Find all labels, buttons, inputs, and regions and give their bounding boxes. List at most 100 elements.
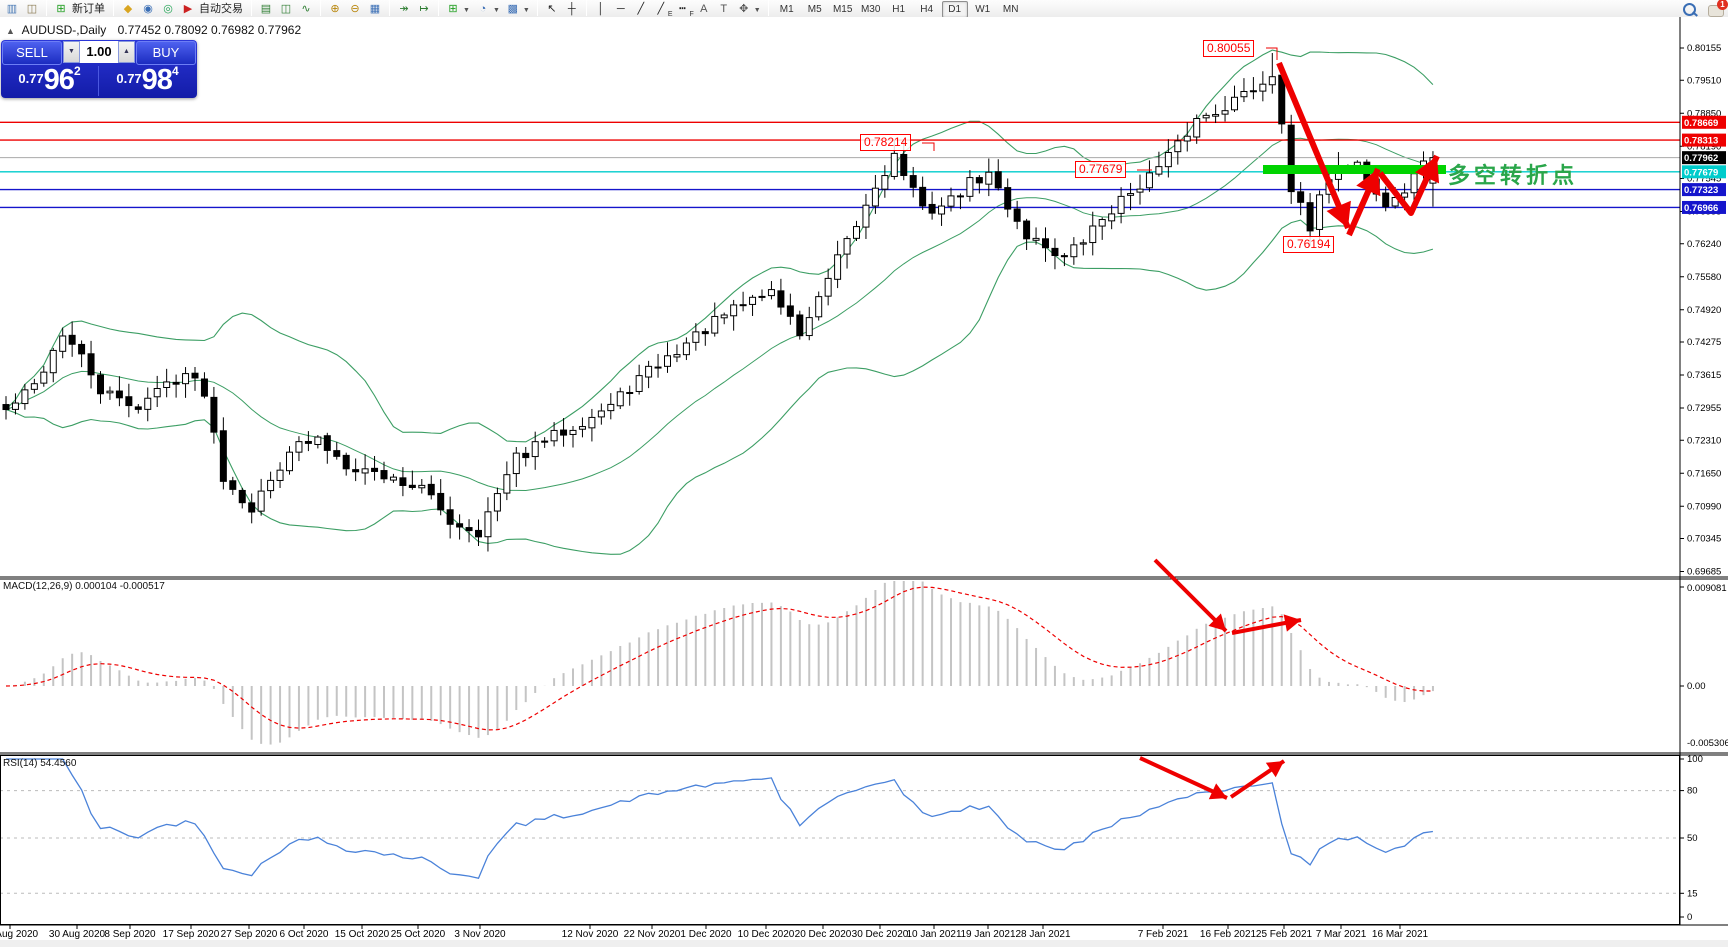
- auto-scroll-icon[interactable]: ↠: [399, 2, 409, 15]
- svg-text:19 Jan 2021: 19 Jan 2021: [960, 929, 1015, 940]
- toolbar-separator: [536, 0, 538, 16]
- crosshair-icon[interactable]: ┼: [567, 2, 576, 15]
- volume-input[interactable]: 1.00: [80, 41, 118, 63]
- svg-text:16 Mar 2021: 16 Mar 2021: [1372, 929, 1429, 940]
- svg-text:100: 100: [1687, 754, 1703, 765]
- toolbar-right: 1: [1683, 0, 1728, 17]
- new-chart-icon[interactable]: ▥: [6, 2, 18, 15]
- timeframe-W1[interactable]: W1: [975, 4, 991, 15]
- line-chart-icon[interactable]: ∿: [301, 2, 311, 15]
- deposit-icon[interactable]: ◆: [123, 2, 133, 15]
- rsi-pane-label: RSI(14) 54.4560: [3, 758, 77, 769]
- buy-price-sup: 4: [171, 64, 179, 78]
- arrows-icon[interactable]: ✥: [739, 2, 749, 15]
- toolbar-separator: [767, 0, 769, 16]
- arrows-icon-dropdown[interactable]: ▼: [753, 6, 761, 14]
- pivot-zone-bar: [1263, 165, 1446, 174]
- vertical-line-icon[interactable]: │: [597, 2, 605, 15]
- annotation-pivot-label[interactable]: 0.77679: [1075, 161, 1127, 178]
- symbol-logo-icon: ▲: [6, 26, 15, 36]
- svg-text:17 Sep 2020: 17 Sep 2020: [163, 929, 220, 940]
- svg-text:0.72310: 0.72310: [1687, 435, 1721, 446]
- zoom-in-icon[interactable]: ⊕: [330, 2, 340, 15]
- toolbar-separator: [46, 0, 47, 16]
- svg-text:0.70990: 0.70990: [1687, 501, 1721, 512]
- timeframe-M5[interactable]: M5: [807, 4, 822, 15]
- toolbar-separator: [320, 0, 321, 16]
- annotation-high-label[interactable]: 0.80055: [1203, 40, 1255, 57]
- tile-windows-icon[interactable]: ▦: [369, 2, 381, 15]
- periods-icon[interactable]: ◔: [479, 2, 487, 15]
- buy-price-big: 98: [141, 64, 173, 96]
- macd-pane: [5, 581, 1434, 745]
- svg-text:15: 15: [1687, 888, 1698, 899]
- svg-text:0.76240: 0.76240: [1687, 239, 1721, 250]
- volume-down-button[interactable]: ▼: [63, 41, 80, 63]
- periods-icon-dropdown[interactable]: ▼: [492, 6, 500, 14]
- svg-text:0.75580: 0.75580: [1687, 272, 1721, 283]
- timeframe-H4[interactable]: H4: [920, 4, 934, 15]
- timeframe-toolbar: M1 M5 M15 M30 H1 H4 D1 W1 MN: [773, 0, 1025, 18]
- text-icon[interactable]: A: [700, 2, 708, 15]
- rsi-pane: [0, 758, 1680, 894]
- profiles-icon[interactable]: ◫: [26, 2, 38, 15]
- volume-up-button[interactable]: ▲: [118, 41, 135, 63]
- svg-text:0.77962: 0.77962: [1684, 153, 1718, 164]
- channel-icon[interactable]: ╱: [657, 2, 665, 15]
- sell-price[interactable]: 0.77962: [1, 64, 98, 98]
- annotation-low-label[interactable]: 0.76194: [1283, 236, 1335, 253]
- svg-text:-0.005306: -0.005306: [1687, 738, 1728, 749]
- search-icon[interactable]: [1683, 2, 1696, 16]
- symbol-bar: ▲ AUDUSD-,Daily 0.77452 0.78092 0.76982 …: [6, 23, 301, 37]
- candlestick-chart-icon[interactable]: ◫: [280, 2, 292, 15]
- svg-text:20 Aug 2020: 20 Aug 2020: [0, 929, 39, 940]
- autotrade-label[interactable]: 自动交易: [199, 2, 243, 15]
- svg-text:0.78313: 0.78313: [1684, 136, 1718, 147]
- svg-text:8 Sep 2020: 8 Sep 2020: [104, 929, 156, 940]
- cursor-icon[interactable]: ↖: [547, 2, 557, 15]
- svg-text:0.77323: 0.77323: [1684, 185, 1718, 196]
- svg-text:80: 80: [1687, 786, 1698, 797]
- buy-price[interactable]: 0.77984: [99, 64, 196, 98]
- autotrade-icon[interactable]: ▶: [183, 2, 193, 15]
- timeframe-H1[interactable]: H1: [892, 4, 906, 15]
- label-icon[interactable]: T: [720, 2, 728, 15]
- timeframe-M1[interactable]: M1: [779, 4, 794, 15]
- svg-text:0.79510: 0.79510: [1687, 75, 1721, 86]
- zoom-out-icon[interactable]: ⊖: [350, 2, 360, 15]
- timeframe-M15[interactable]: M15: [832, 4, 853, 15]
- sell-button[interactable]: SELL: [2, 41, 62, 65]
- svg-text:15 Oct 2020: 15 Oct 2020: [335, 929, 390, 940]
- templates-icon-dropdown[interactable]: ▼: [522, 6, 530, 14]
- svg-text:7 Feb 2021: 7 Feb 2021: [1138, 929, 1189, 940]
- community-icon[interactable]: ◉: [143, 2, 153, 15]
- bar-chart-icon[interactable]: ▤: [260, 2, 272, 15]
- new-order-icon[interactable]: ⊞: [56, 2, 66, 15]
- notification-badge: 1: [1717, 0, 1728, 10]
- indicators-icon-dropdown[interactable]: ▼: [463, 6, 470, 14]
- svg-text:3 Nov 2020: 3 Nov 2020: [454, 929, 506, 940]
- timeframe-M30[interactable]: M30: [860, 4, 881, 15]
- templates-icon[interactable]: ▩: [507, 2, 519, 15]
- svg-text:0.74920: 0.74920: [1687, 305, 1721, 316]
- svg-text:0.72955: 0.72955: [1687, 403, 1721, 414]
- buy-button[interactable]: BUY: [136, 41, 196, 65]
- pivot-note-text[interactable]: 多空转折点: [1448, 163, 1579, 188]
- chart-shift-icon[interactable]: ↦: [419, 2, 429, 15]
- new-order-label[interactable]: 新订单: [72, 2, 105, 15]
- indicators-icon[interactable]: ⊞: [448, 2, 458, 15]
- annotation-level-label[interactable]: 0.78214: [860, 134, 912, 151]
- timeframe-MN[interactable]: MN: [1002, 4, 1019, 15]
- svg-text:0: 0: [1687, 912, 1692, 923]
- chat-icon[interactable]: 1: [1708, 0, 1728, 17]
- sell-price-sup: 2: [73, 64, 81, 78]
- fibonacci-icon[interactable]: ┅: [679, 2, 686, 15]
- svg-text:0.77545: 0.77545: [1687, 174, 1721, 185]
- trendline-icon[interactable]: ╱: [637, 2, 645, 15]
- sell-price-prefix: 0.77: [18, 71, 44, 86]
- svg-text:0.71650: 0.71650: [1687, 468, 1721, 479]
- horizontal-line-icon[interactable]: ─: [616, 2, 625, 15]
- svg-text:25 Oct 2020: 25 Oct 2020: [391, 929, 446, 940]
- signals-icon[interactable]: ◎: [163, 2, 173, 15]
